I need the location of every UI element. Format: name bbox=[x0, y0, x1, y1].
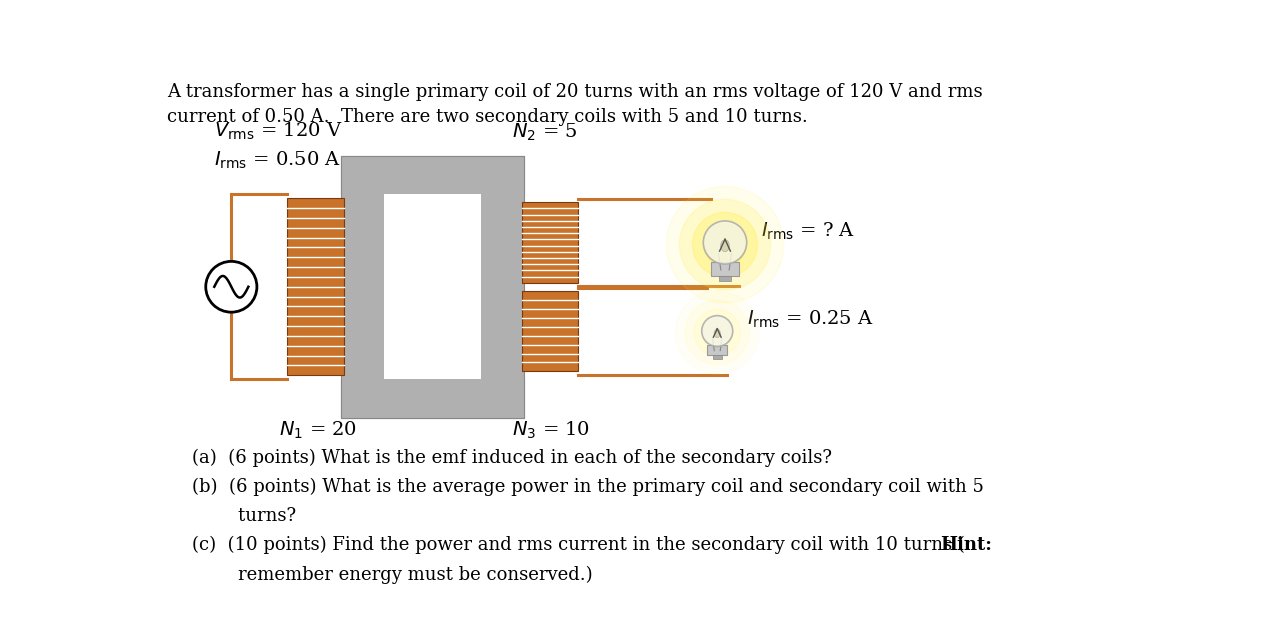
Circle shape bbox=[703, 224, 747, 265]
Bar bbox=[711, 262, 739, 276]
Text: (a)  (6 points) What is the emf induced in each of the secondary coils?: (a) (6 points) What is the emf induced i… bbox=[192, 449, 832, 467]
Bar bbox=[341, 156, 524, 418]
Text: remember energy must be conserved.): remember energy must be conserved.) bbox=[192, 565, 592, 584]
Bar bbox=[341, 156, 524, 195]
Text: Hint:: Hint: bbox=[940, 537, 992, 554]
Text: $I_{\mathrm{rms}}$ = 0.25 A: $I_{\mathrm{rms}}$ = 0.25 A bbox=[747, 309, 873, 330]
Circle shape bbox=[679, 199, 771, 290]
Text: $I_{\mathrm{rms}}$ = 0.50 A: $I_{\mathrm{rms}}$ = 0.50 A bbox=[214, 150, 340, 171]
Text: $N_3$ = 10: $N_3$ = 10 bbox=[512, 419, 590, 441]
Text: current of 0.50 A.  There are two secondary coils with 5 and 10 turns.: current of 0.50 A. There are two seconda… bbox=[167, 108, 808, 126]
Text: $N_2$ = 5: $N_2$ = 5 bbox=[512, 122, 577, 144]
Text: $N_1$ = 20: $N_1$ = 20 bbox=[279, 419, 358, 441]
Bar bbox=[383, 195, 480, 379]
Text: turns?: turns? bbox=[192, 507, 296, 525]
Text: $I_{\mathrm{rms}}$ = ? A: $I_{\mathrm{rms}}$ = ? A bbox=[761, 220, 855, 242]
Circle shape bbox=[684, 300, 750, 365]
Bar bbox=[522, 291, 577, 371]
Text: (b)  (6 points) What is the average power in the primary coil and secondary coil: (b) (6 points) What is the average power… bbox=[192, 478, 984, 496]
Circle shape bbox=[205, 262, 257, 312]
Circle shape bbox=[693, 212, 758, 277]
Circle shape bbox=[694, 309, 740, 356]
Bar bbox=[713, 355, 721, 359]
Text: A transformer has a single primary coil of 20 turns with an rms voltage of 120 V: A transformer has a single primary coil … bbox=[167, 83, 982, 101]
Circle shape bbox=[666, 186, 784, 303]
Circle shape bbox=[702, 316, 733, 346]
Ellipse shape bbox=[721, 240, 729, 251]
Bar bbox=[522, 202, 577, 283]
Text: (c)  (10 points) Find the power and rms current in the secondary coil with 10 tu: (c) (10 points) Find the power and rms c… bbox=[192, 537, 964, 554]
Circle shape bbox=[702, 318, 733, 348]
Circle shape bbox=[703, 221, 747, 264]
Bar bbox=[707, 345, 727, 355]
Ellipse shape bbox=[715, 329, 720, 338]
Bar bbox=[719, 276, 731, 281]
Bar bbox=[287, 198, 344, 375]
Circle shape bbox=[675, 291, 759, 374]
Text: $V_{\mathrm{rms}}$ = 120 V: $V_{\mathrm{rms}}$ = 120 V bbox=[214, 121, 341, 142]
Bar bbox=[341, 379, 524, 418]
